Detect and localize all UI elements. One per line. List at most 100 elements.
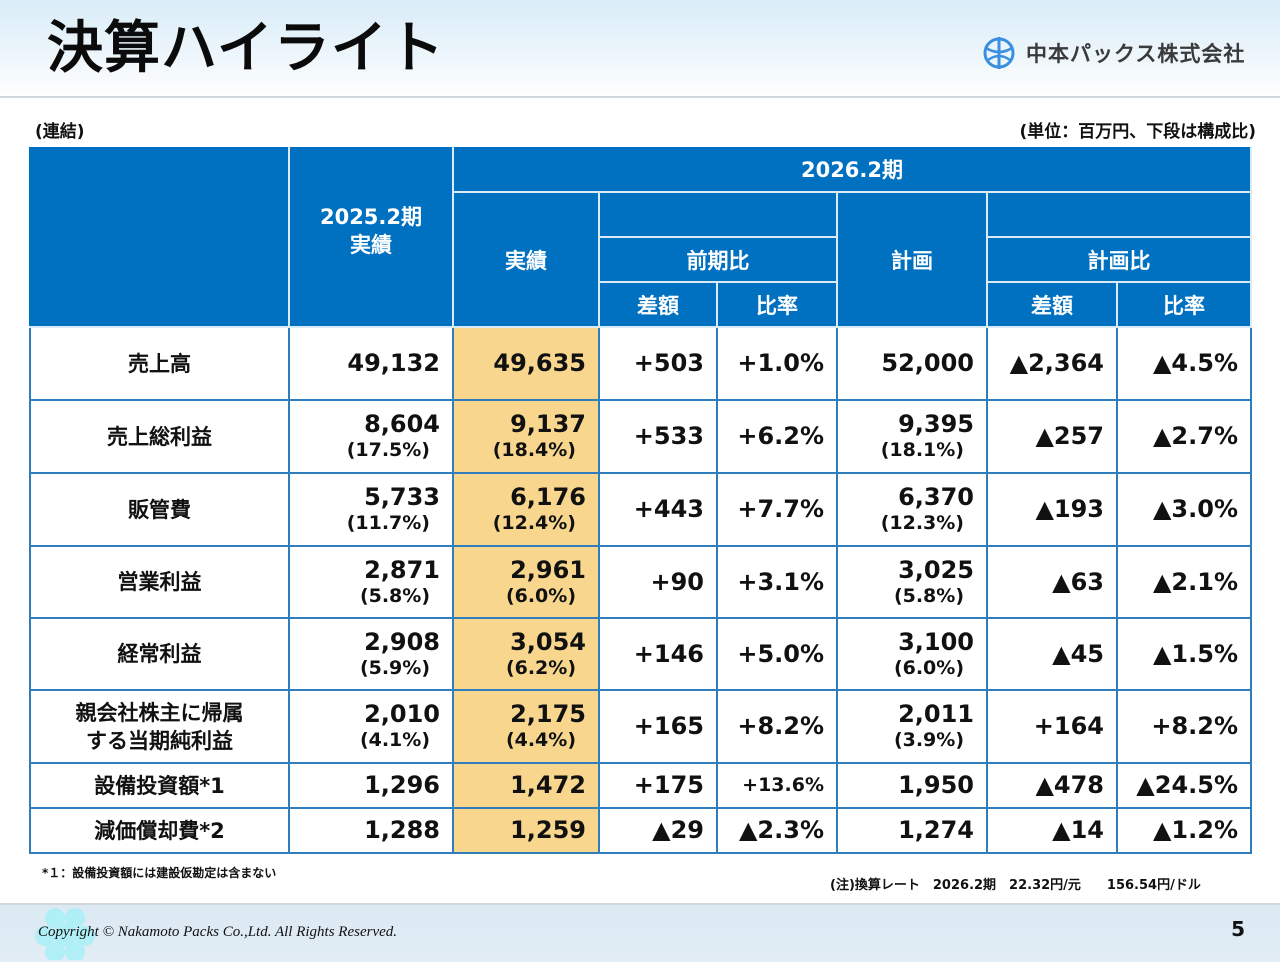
cell-actual: 2,961 (6.0%) <box>454 547 600 619</box>
cell-plan: 1,950 <box>838 764 988 809</box>
cell-prev: 1,288 <box>290 809 454 854</box>
value-yoy-diff: +146 <box>633 639 704 668</box>
cell-plan-diff: ▲63 <box>988 547 1118 619</box>
composition-ratio: (6.0%) <box>893 656 964 679</box>
composition-ratio: (18.1%) <box>880 439 964 461</box>
header-yoy-group-label: 前期比 <box>686 248 750 273</box>
cell-yoy-ratio: +13.6% <box>718 764 838 809</box>
value-plan-diff: ▲63 <box>1052 567 1104 596</box>
value-plan-ratio: ▲24.5% <box>1136 771 1238 799</box>
cell-plan: 3,025 (5.8%) <box>838 547 988 619</box>
cell-plan-ratio: ▲3.0% <box>1118 474 1252 547</box>
cell-yoy-ratio: +5.0% <box>718 619 838 691</box>
value-yoy-ratio: +6.2% <box>737 422 824 450</box>
composition-ratio: (5.8%) <box>359 584 430 607</box>
value-plan: 52,000 <box>881 349 974 377</box>
value-yoy-ratio: +8.2% <box>737 712 824 740</box>
header-ratio-label: 比率 <box>1163 293 1205 318</box>
exchange-rate-note: (注)換算レート 2026.2期 22.32円/元 156.54円/ドル <box>830 878 1201 893</box>
composition-ratio: (4.4%) <box>505 729 576 751</box>
header-prev-year-label: 2025.2期 <box>319 205 423 229</box>
value-plan-ratio: ▲1.5% <box>1152 639 1238 668</box>
value-actual: 49,635 <box>493 349 586 377</box>
cell-prev: 8,604 (17.5%) <box>290 401 454 474</box>
cell-plan-diff: ▲45 <box>988 619 1118 691</box>
composition-ratio: (4.1%) <box>359 729 430 751</box>
cell-plan-diff: ▲193 <box>988 474 1118 547</box>
header-plan-group: 計画比 <box>988 238 1252 283</box>
header-ratio-label: 比率 <box>756 293 798 318</box>
value-plan-diff: ▲14 <box>1052 816 1104 844</box>
company-name: 中本パックス株式会社 <box>1026 42 1246 66</box>
value-plan-diff: ▲45 <box>1052 639 1104 668</box>
value-plan: 6,370 <box>898 483 974 511</box>
row-label-text: 売上高 <box>128 351 191 376</box>
page-number: 5 <box>1231 917 1245 941</box>
header-diff-label: 差額 <box>1031 293 1073 318</box>
header-corner-cell <box>29 147 290 328</box>
row-label-text: 販管費 <box>128 497 191 522</box>
row-label-text: 減価償却費*2 <box>94 818 225 843</box>
unit-label: (単位：百万円、下段は構成比) <box>1019 122 1256 142</box>
value-yoy-ratio: +5.0% <box>737 639 824 668</box>
composition-ratio: (6.0%) <box>505 584 576 607</box>
header-actual: 実績 <box>454 193 600 328</box>
value-yoy-diff: ▲29 <box>652 816 704 844</box>
row-label-text: する当期純利益 <box>86 728 233 753</box>
header-actual-label: 実績 <box>505 248 547 273</box>
value-yoy-ratio: +3.1% <box>737 567 824 596</box>
composition-ratio: (18.4%) <box>492 439 576 461</box>
value-prev: 1,296 <box>364 771 440 799</box>
row-label: 売上高 <box>29 328 290 401</box>
cell-yoy-diff: +533 <box>600 401 718 474</box>
value-plan-ratio: ▲2.7% <box>1152 422 1238 450</box>
page-title: 決算ハイライト <box>47 16 445 81</box>
company-logo-icon <box>983 37 1015 69</box>
composition-ratio: (11.7%) <box>346 512 430 534</box>
value-yoy-diff: +90 <box>650 567 704 596</box>
header-diff-label: 差額 <box>637 293 679 318</box>
value-actual: 2,961 <box>510 555 586 584</box>
header-yoy-ratio: 比率 <box>718 283 838 328</box>
cell-plan-diff: ▲257 <box>988 401 1118 474</box>
cell-yoy-ratio: +7.7% <box>718 474 838 547</box>
cell-yoy-ratio: ▲2.3% <box>718 809 838 854</box>
cell-plan: 1,274 <box>838 809 988 854</box>
composition-ratio: (5.9%) <box>359 656 430 679</box>
cell-plan-diff: ▲478 <box>988 764 1118 809</box>
cell-yoy-diff: +443 <box>600 474 718 547</box>
value-plan: 3,025 <box>898 555 974 584</box>
header-plan-ratio: 比率 <box>1118 283 1252 328</box>
value-plan: 2,011 <box>898 700 974 728</box>
cell-yoy-diff: +146 <box>600 619 718 691</box>
composition-ratio: (12.4%) <box>492 512 576 534</box>
value-actual: 2,175 <box>510 700 586 728</box>
value-plan-diff: ▲478 <box>1035 771 1104 799</box>
header-prev-actual-label: 実績 <box>350 233 392 257</box>
row-label-text: 設備投資額*1 <box>94 773 225 798</box>
cell-plan-diff: +164 <box>988 691 1118 764</box>
cell-prev: 5,733 (11.7%) <box>290 474 454 547</box>
value-yoy-ratio: ▲2.3% <box>738 816 824 844</box>
value-yoy-diff: +533 <box>633 422 704 450</box>
header-plan-group-label: 計画比 <box>1087 248 1151 273</box>
value-plan: 1,274 <box>898 816 974 844</box>
cell-plan: 6,370 (12.3%) <box>838 474 988 547</box>
cell-actual: 49,635 <box>454 328 600 401</box>
value-plan: 3,100 <box>898 627 974 656</box>
value-actual: 1,259 <box>510 816 586 844</box>
cell-prev: 2,908 (5.9%) <box>290 619 454 691</box>
header-blank <box>600 193 838 238</box>
cell-plan-ratio: ▲4.5% <box>1118 328 1252 401</box>
composition-ratio: (17.5%) <box>346 439 430 461</box>
value-plan-ratio: +8.2% <box>1151 712 1238 740</box>
value-yoy-ratio: +1.0% <box>737 349 824 377</box>
value-prev: 2,908 <box>364 627 440 656</box>
value-yoy-diff: +165 <box>633 712 704 740</box>
value-yoy-ratio: +13.6% <box>742 774 824 796</box>
cell-yoy-ratio: +3.1% <box>718 547 838 619</box>
header-yoy-group: 前期比 <box>600 238 838 283</box>
row-label: 売上総利益 <box>29 401 290 474</box>
value-actual: 1,472 <box>510 771 586 799</box>
value-plan-ratio: ▲4.5% <box>1152 349 1238 377</box>
